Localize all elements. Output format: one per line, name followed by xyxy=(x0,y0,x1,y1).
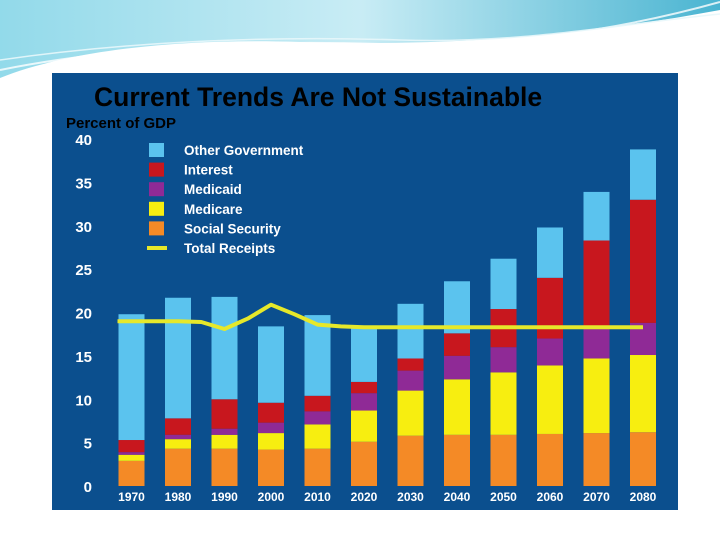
stacked-bar-chart: Current Trends Are Not Sustainable Perce… xyxy=(66,82,657,504)
legend-swatch-social-security xyxy=(149,221,164,236)
bar-segment-medicaid xyxy=(258,422,284,434)
bar-segment-medicaid xyxy=(165,434,191,440)
legend-label: Other Government xyxy=(184,143,304,158)
y-tick-label: 0 xyxy=(84,479,92,496)
bar-segment-other-government xyxy=(165,297,191,419)
bar-segment-medicaid xyxy=(490,347,517,373)
bar-segment-medicare xyxy=(397,390,424,436)
y-tick-label: 15 xyxy=(75,349,92,366)
bar-segment-medicare xyxy=(258,433,284,450)
y-axis-label: Percent of GDP xyxy=(66,115,176,132)
bar-segment-social-security xyxy=(444,434,470,486)
bar-segment-medicare xyxy=(630,355,656,433)
bar-segment-other-government xyxy=(258,326,284,403)
bar-segment-medicaid xyxy=(118,452,145,455)
bar-segment-other-government xyxy=(444,281,470,334)
legend-swatch-interest xyxy=(149,162,164,177)
legend-swatch-other-government xyxy=(149,143,164,157)
bar-segment-medicaid xyxy=(537,338,563,366)
legend-label: Interest xyxy=(184,163,233,178)
bar-segment-interest xyxy=(397,358,424,371)
bar-segment-interest xyxy=(304,395,331,412)
bar-segment-other-government xyxy=(490,258,517,310)
x-tick-label: 2080 xyxy=(630,490,657,504)
x-tick-label: 2010 xyxy=(304,490,331,504)
x-tick-label: 1990 xyxy=(211,490,238,504)
bar-segment-social-security xyxy=(118,460,145,486)
x-tick-label: 2050 xyxy=(490,490,517,504)
bar-segment-medicare xyxy=(444,379,470,435)
bar-segment-social-security xyxy=(351,441,377,486)
x-tick-label: 2020 xyxy=(351,490,378,504)
y-tick-label: 20 xyxy=(75,306,92,323)
bar-segment-other-government xyxy=(397,303,424,359)
header-swoosh-line xyxy=(0,13,720,61)
x-tick-label: 2000 xyxy=(258,490,285,504)
bar-segment-medicare xyxy=(165,439,191,449)
y-tick-label: 35 xyxy=(75,175,92,192)
bar-segment-medicare xyxy=(211,434,238,449)
bar-segment-social-security xyxy=(490,434,517,486)
y-tick-label: 40 xyxy=(75,132,92,149)
bar-segment-interest xyxy=(630,199,656,323)
bar-segment-interest xyxy=(211,399,238,429)
bar-segment-medicare xyxy=(583,358,610,434)
x-tick-label: 2060 xyxy=(537,490,564,504)
bar-segment-social-security xyxy=(630,432,656,486)
bar-segment-social-security xyxy=(165,448,191,486)
bar-segment-medicare xyxy=(304,424,331,449)
bar-segment-other-government xyxy=(304,315,331,396)
x-tick-label: 1970 xyxy=(118,490,145,504)
bar-segment-other-government xyxy=(351,328,377,382)
bar-segment-other-government xyxy=(537,227,563,278)
legend-swatch-medicare xyxy=(149,201,164,216)
legend-label: Social Security xyxy=(184,221,281,236)
bar-segment-medicaid xyxy=(444,355,470,380)
y-tick-label: 5 xyxy=(84,436,92,453)
bar-segment-interest xyxy=(258,402,284,423)
legend-label: Total Receipts xyxy=(184,241,275,256)
bar-segment-other-government xyxy=(118,314,145,441)
chart-panel: Current Trends Are Not Sustainable Perce… xyxy=(52,73,678,510)
x-tick-label: 2070 xyxy=(583,490,610,504)
bar-segment-medicare xyxy=(490,372,517,435)
bar-segment-medicaid xyxy=(351,393,377,411)
bar-segment-interest xyxy=(537,277,563,339)
x-tick-label: 1980 xyxy=(165,490,192,504)
bar-segment-medicare xyxy=(537,365,563,434)
bar-segment-interest xyxy=(165,418,191,435)
legend-label: Medicaid xyxy=(184,182,242,197)
bar-segment-social-security xyxy=(258,449,284,486)
bar-segment-medicaid xyxy=(583,328,610,359)
bar-segment-social-security xyxy=(304,448,331,486)
x-tick-label: 2040 xyxy=(444,490,471,504)
bar-segment-social-security xyxy=(537,433,563,486)
bar-segment-medicare xyxy=(118,454,145,461)
y-tick-label: 25 xyxy=(75,262,92,279)
bar-segment-other-government xyxy=(583,191,610,241)
bar-segment-interest xyxy=(583,240,610,329)
bar-segment-other-government xyxy=(630,149,656,200)
bar-segment-medicaid xyxy=(397,370,424,391)
y-tick-label: 10 xyxy=(75,392,92,409)
bar-segment-interest xyxy=(118,440,145,453)
y-tick-label: 30 xyxy=(75,219,92,236)
bar-segment-interest xyxy=(351,381,377,394)
chart-title: Current Trends Are Not Sustainable xyxy=(94,82,542,112)
legend-swatch-medicaid xyxy=(149,182,164,197)
bar-segment-social-security xyxy=(397,435,424,486)
x-tick-label: 2030 xyxy=(397,490,424,504)
bar-segment-social-security xyxy=(583,433,610,486)
bar-segment-other-government xyxy=(211,296,238,400)
bar-segment-medicaid xyxy=(304,411,331,425)
bar-segment-medicare xyxy=(351,410,377,442)
bar-segment-social-security xyxy=(211,448,238,486)
bar-segment-interest xyxy=(444,333,470,356)
legend-label: Medicare xyxy=(184,202,243,217)
total-receipts-line xyxy=(117,302,643,331)
bar-segment-medicaid xyxy=(211,428,238,435)
